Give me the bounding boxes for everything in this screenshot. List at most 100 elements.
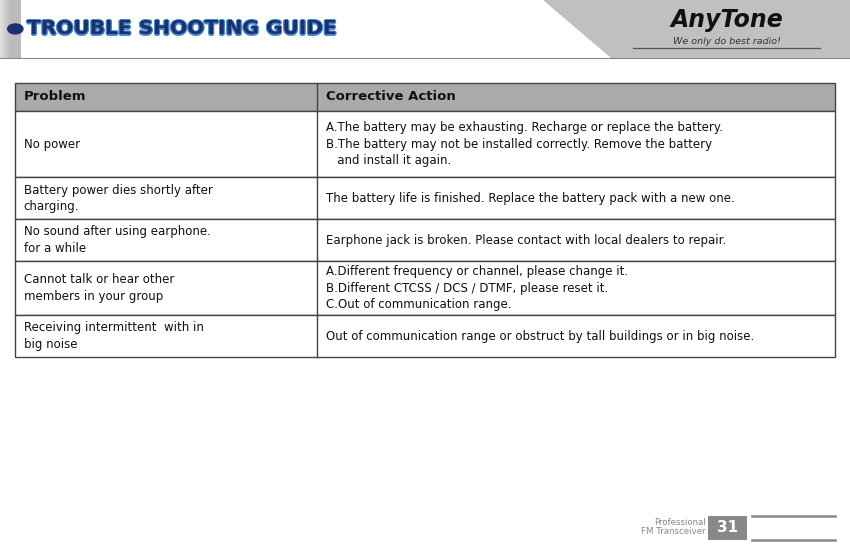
Bar <box>1 0 11 58</box>
Bar <box>3 0 14 58</box>
Bar <box>3 0 14 58</box>
Text: A.The battery may be exhausting. Recharge or replace the battery.
B.The battery : A.The battery may be exhausting. Recharg… <box>326 121 722 168</box>
Text: Corrective Action: Corrective Action <box>326 90 456 104</box>
Bar <box>9 0 20 58</box>
Bar <box>3 0 13 58</box>
Bar <box>7 0 18 58</box>
Bar <box>4 0 15 58</box>
Text: Battery power dies shortly after
charging.: Battery power dies shortly after chargin… <box>24 183 212 213</box>
Bar <box>1 0 12 58</box>
Bar <box>2 0 12 58</box>
Bar <box>7 0 17 58</box>
Bar <box>10 0 20 58</box>
Bar <box>4 0 14 58</box>
Bar <box>0 0 11 58</box>
Bar <box>3 0 14 58</box>
Bar <box>15 177 835 219</box>
Bar <box>0 0 10 58</box>
Bar <box>1 0 12 58</box>
Bar <box>10 0 21 58</box>
Bar <box>6 0 17 58</box>
Bar <box>5 0 16 58</box>
Polygon shape <box>544 0 850 58</box>
Text: TROUBLE SHOOTING GUIDE: TROUBLE SHOOTING GUIDE <box>26 19 336 39</box>
Bar <box>4 0 14 58</box>
Text: TROUBLE SHOOTING GUIDE: TROUBLE SHOOTING GUIDE <box>27 19 337 39</box>
Bar <box>1 0 11 58</box>
Bar <box>10 0 21 58</box>
Text: TROUBLE SHOOTING GUIDE: TROUBLE SHOOTING GUIDE <box>27 18 337 37</box>
Bar <box>10 0 21 58</box>
Bar <box>8 0 20 58</box>
Bar <box>8 0 20 58</box>
Bar <box>4 0 14 58</box>
Bar <box>10 0 20 58</box>
Bar <box>708 516 747 540</box>
Text: Problem: Problem <box>24 90 87 104</box>
Bar <box>8 0 18 58</box>
Text: Earphone jack is broken. Please contact with local dealers to repair.: Earphone jack is broken. Please contact … <box>326 234 726 247</box>
Bar <box>0 0 11 58</box>
Bar <box>2 0 13 58</box>
Bar <box>5 0 16 58</box>
Bar <box>6 0 17 58</box>
Text: We only do best radio!: We only do best radio! <box>673 37 780 46</box>
Bar <box>3 0 14 58</box>
Text: FM Transceiver: FM Transceiver <box>641 527 706 536</box>
Bar <box>8 0 20 58</box>
Bar <box>2 0 12 58</box>
Bar <box>4 0 15 58</box>
Bar <box>3 0 13 58</box>
Bar <box>2 0 13 58</box>
Bar <box>2 0 13 58</box>
Bar <box>3 0 14 58</box>
Text: Receiving intermittent  with in
big noise: Receiving intermittent with in big noise <box>24 321 204 351</box>
Bar <box>7 0 17 58</box>
Text: TROUBLE SHOOTING GUIDE: TROUBLE SHOOTING GUIDE <box>28 20 337 39</box>
Bar <box>7 0 17 58</box>
Bar <box>5 0 15 58</box>
Bar <box>8 0 19 58</box>
Bar <box>3 0 14 58</box>
Bar <box>15 219 835 261</box>
Bar <box>8 0 18 58</box>
Bar <box>7 0 17 58</box>
Bar <box>9 0 20 58</box>
Bar <box>15 111 835 177</box>
Bar <box>6 0 16 58</box>
Text: AnyTone: AnyTone <box>671 8 783 33</box>
Text: TROUBLE SHOOTING GUIDE: TROUBLE SHOOTING GUIDE <box>26 20 336 39</box>
Text: A.Different frequency or channel, please change it.
B.Different CTCSS / DCS / DT: A.Different frequency or channel, please… <box>326 265 627 311</box>
Circle shape <box>8 24 23 34</box>
Bar <box>8 0 19 58</box>
Bar <box>8 0 19 58</box>
Bar <box>15 261 835 315</box>
Text: No sound after using earphone.
for a while: No sound after using earphone. for a whi… <box>24 225 211 255</box>
Bar <box>7 0 18 58</box>
Bar <box>3 0 13 58</box>
Bar <box>8 0 19 58</box>
Bar <box>1 0 11 58</box>
Text: 31: 31 <box>717 520 738 536</box>
Text: No power: No power <box>24 138 80 151</box>
Bar <box>4 0 14 58</box>
Bar <box>0 0 11 58</box>
Bar <box>6 0 16 58</box>
Bar <box>10 0 20 58</box>
Bar <box>7 0 18 58</box>
Bar <box>2 0 12 58</box>
Text: Out of communication range or obstruct by tall buildings or in big noise.: Out of communication range or obstruct b… <box>326 329 754 343</box>
Bar <box>8 0 18 58</box>
Text: The battery life is finished. Replace the battery pack with a new one.: The battery life is finished. Replace th… <box>326 192 734 205</box>
Bar <box>2 0 13 58</box>
Bar <box>6 0 16 58</box>
Bar <box>8 0 19 58</box>
Bar <box>9 0 20 58</box>
Text: TROUBLE SHOOTING GUIDE: TROUBLE SHOOTING GUIDE <box>27 20 337 40</box>
Bar <box>5 0 15 58</box>
Text: Cannot talk or hear other
members in your group: Cannot talk or hear other members in you… <box>24 273 174 303</box>
Text: TROUBLE SHOOTING GUIDE: TROUBLE SHOOTING GUIDE <box>29 19 338 39</box>
Bar <box>8 0 19 58</box>
Bar <box>15 83 835 111</box>
Text: TROUBLE SHOOTING GUIDE: TROUBLE SHOOTING GUIDE <box>26 19 336 38</box>
